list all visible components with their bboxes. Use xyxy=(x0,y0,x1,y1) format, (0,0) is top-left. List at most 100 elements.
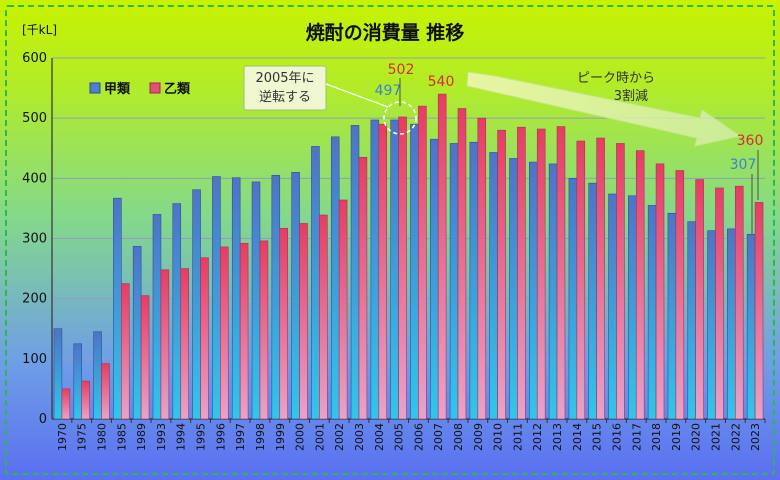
bar-otsu-1980 xyxy=(101,363,110,420)
bar-otsu-1998 xyxy=(259,240,269,420)
bar-kou-1975 xyxy=(73,343,83,420)
crossover-pointer xyxy=(325,83,389,108)
bar-otsu-2000 xyxy=(299,223,308,420)
bar-otsu-2001 xyxy=(319,214,328,420)
peak-text-line2: 3割減 xyxy=(614,88,648,104)
x-tick-label: 1980 xyxy=(96,423,109,451)
x-tick-label: 1975 xyxy=(76,423,89,451)
x-tick-label: 2017 xyxy=(630,423,643,451)
y-axis: 0 100 200 300 400 500 600 xyxy=(22,51,53,427)
label-2005-kou: 497 xyxy=(375,83,402,99)
bar-kou-1999 xyxy=(271,175,281,420)
bar-otsu-2016 xyxy=(616,143,625,420)
x-tick-label: 1993 xyxy=(155,423,168,451)
y-tick-label: 600 xyxy=(22,51,47,66)
x-tick-label: 2012 xyxy=(531,423,544,451)
x-tick-label: 2006 xyxy=(412,423,425,451)
bar-kou-1989 xyxy=(132,246,142,420)
bar-otsu-2012 xyxy=(536,128,546,420)
bar-otsu-1970 xyxy=(61,388,71,420)
bar-otsu-2023 xyxy=(754,202,764,420)
x-tick-label: 1996 xyxy=(214,423,227,451)
label-2023-otsu: 360 xyxy=(737,133,764,149)
bar-otsu-2017 xyxy=(635,150,645,420)
bar-otsu-1993 xyxy=(160,269,170,420)
x-tick-label: 2010 xyxy=(492,423,505,451)
chart-border xyxy=(5,5,775,475)
x-tick-label: 1989 xyxy=(135,423,148,451)
x-tick-label: 2005 xyxy=(393,423,406,451)
x-tick-label: 2020 xyxy=(690,423,703,451)
bar-kou-2020 xyxy=(687,221,696,420)
x-tick-label: 2022 xyxy=(729,423,742,451)
bar-kou-2000 xyxy=(291,172,300,420)
legend-swatch-otsu xyxy=(149,82,161,94)
bar-kou-1993 xyxy=(152,214,162,420)
bars xyxy=(53,93,764,420)
bar-otsu-1985 xyxy=(121,283,130,420)
x-tick-label: 2016 xyxy=(611,423,624,451)
label-peak-otsu: 540 xyxy=(428,74,455,90)
x-tick-label: 1985 xyxy=(115,423,128,451)
bar-otsu-2019 xyxy=(675,170,685,420)
bar-otsu-2018 xyxy=(655,163,665,420)
bar-otsu-1996 xyxy=(220,246,229,420)
y-tick-label: 300 xyxy=(22,232,47,247)
bar-kou-2004 xyxy=(370,119,380,420)
bar-kou-1995 xyxy=(192,189,201,420)
bar-kou-2023 xyxy=(746,233,756,420)
y-tick-label: 500 xyxy=(22,111,47,126)
x-tick-label: 2002 xyxy=(333,423,346,451)
x-tick-label: 2023 xyxy=(749,423,762,451)
bar-kou-2015 xyxy=(588,182,597,420)
y-tick-label: 400 xyxy=(22,171,47,186)
x-tick-label: 2018 xyxy=(650,423,663,451)
bar-kou-2019 xyxy=(667,212,677,420)
x-tick-label: 1994 xyxy=(175,423,188,451)
x-tick-label: 1995 xyxy=(195,423,208,451)
bar-otsu-2008 xyxy=(457,108,467,420)
x-tick-label: 2013 xyxy=(551,423,564,451)
bar-otsu-2022 xyxy=(734,185,744,420)
x-tick-label: 2001 xyxy=(313,423,326,451)
crossover-text-line2: 逆転する xyxy=(259,89,311,105)
bar-kou-2021 xyxy=(707,230,716,420)
x-tick-label: 1997 xyxy=(234,423,247,451)
crossover-callout-box xyxy=(243,65,327,111)
bar-kou-1994 xyxy=(172,203,182,420)
bar-kou-1996 xyxy=(212,176,221,420)
bar-kou-2006 xyxy=(410,123,419,420)
bar-kou-2016 xyxy=(608,193,617,420)
legend-label-otsu: 乙類 xyxy=(164,82,191,97)
bar-kou-2011 xyxy=(509,158,518,420)
bar-otsu-1989 xyxy=(140,295,150,420)
bar-kou-2008 xyxy=(449,143,459,420)
chart-title: 焼酎の消費量 推移 xyxy=(306,21,465,44)
bar-otsu-2010 xyxy=(497,129,506,420)
bar-kou-2012 xyxy=(529,161,538,420)
bar-kou-1998 xyxy=(251,181,261,420)
x-tick-label: 1970 xyxy=(56,423,69,451)
unit-label: [千kL] xyxy=(22,23,57,37)
trend-arrow xyxy=(466,71,742,147)
bar-kou-2018 xyxy=(647,205,657,420)
bar-otsu-1975 xyxy=(81,380,90,420)
legend-swatch-kou xyxy=(89,82,101,94)
bar-kou-2010 xyxy=(489,152,498,420)
bar-kou-2001 xyxy=(311,146,320,420)
bar-kou-2002 xyxy=(330,136,340,420)
x-tick-label: 2008 xyxy=(452,423,465,451)
y-tick-label: 100 xyxy=(22,352,47,367)
x-tick-label: 2007 xyxy=(432,423,445,451)
x-tick-label: 2003 xyxy=(353,423,366,451)
label-2005-otsu: 502 xyxy=(388,62,415,78)
x-tick-label: 1998 xyxy=(254,423,267,451)
bar-kou-2022 xyxy=(727,228,736,420)
bar-otsu-2004 xyxy=(378,123,388,420)
bar-kou-1985 xyxy=(113,197,122,420)
bar-otsu-2013 xyxy=(556,126,566,420)
bar-otsu-2003 xyxy=(358,156,368,420)
bar-otsu-2021 xyxy=(715,187,724,420)
bar-kou-2014 xyxy=(568,178,578,420)
